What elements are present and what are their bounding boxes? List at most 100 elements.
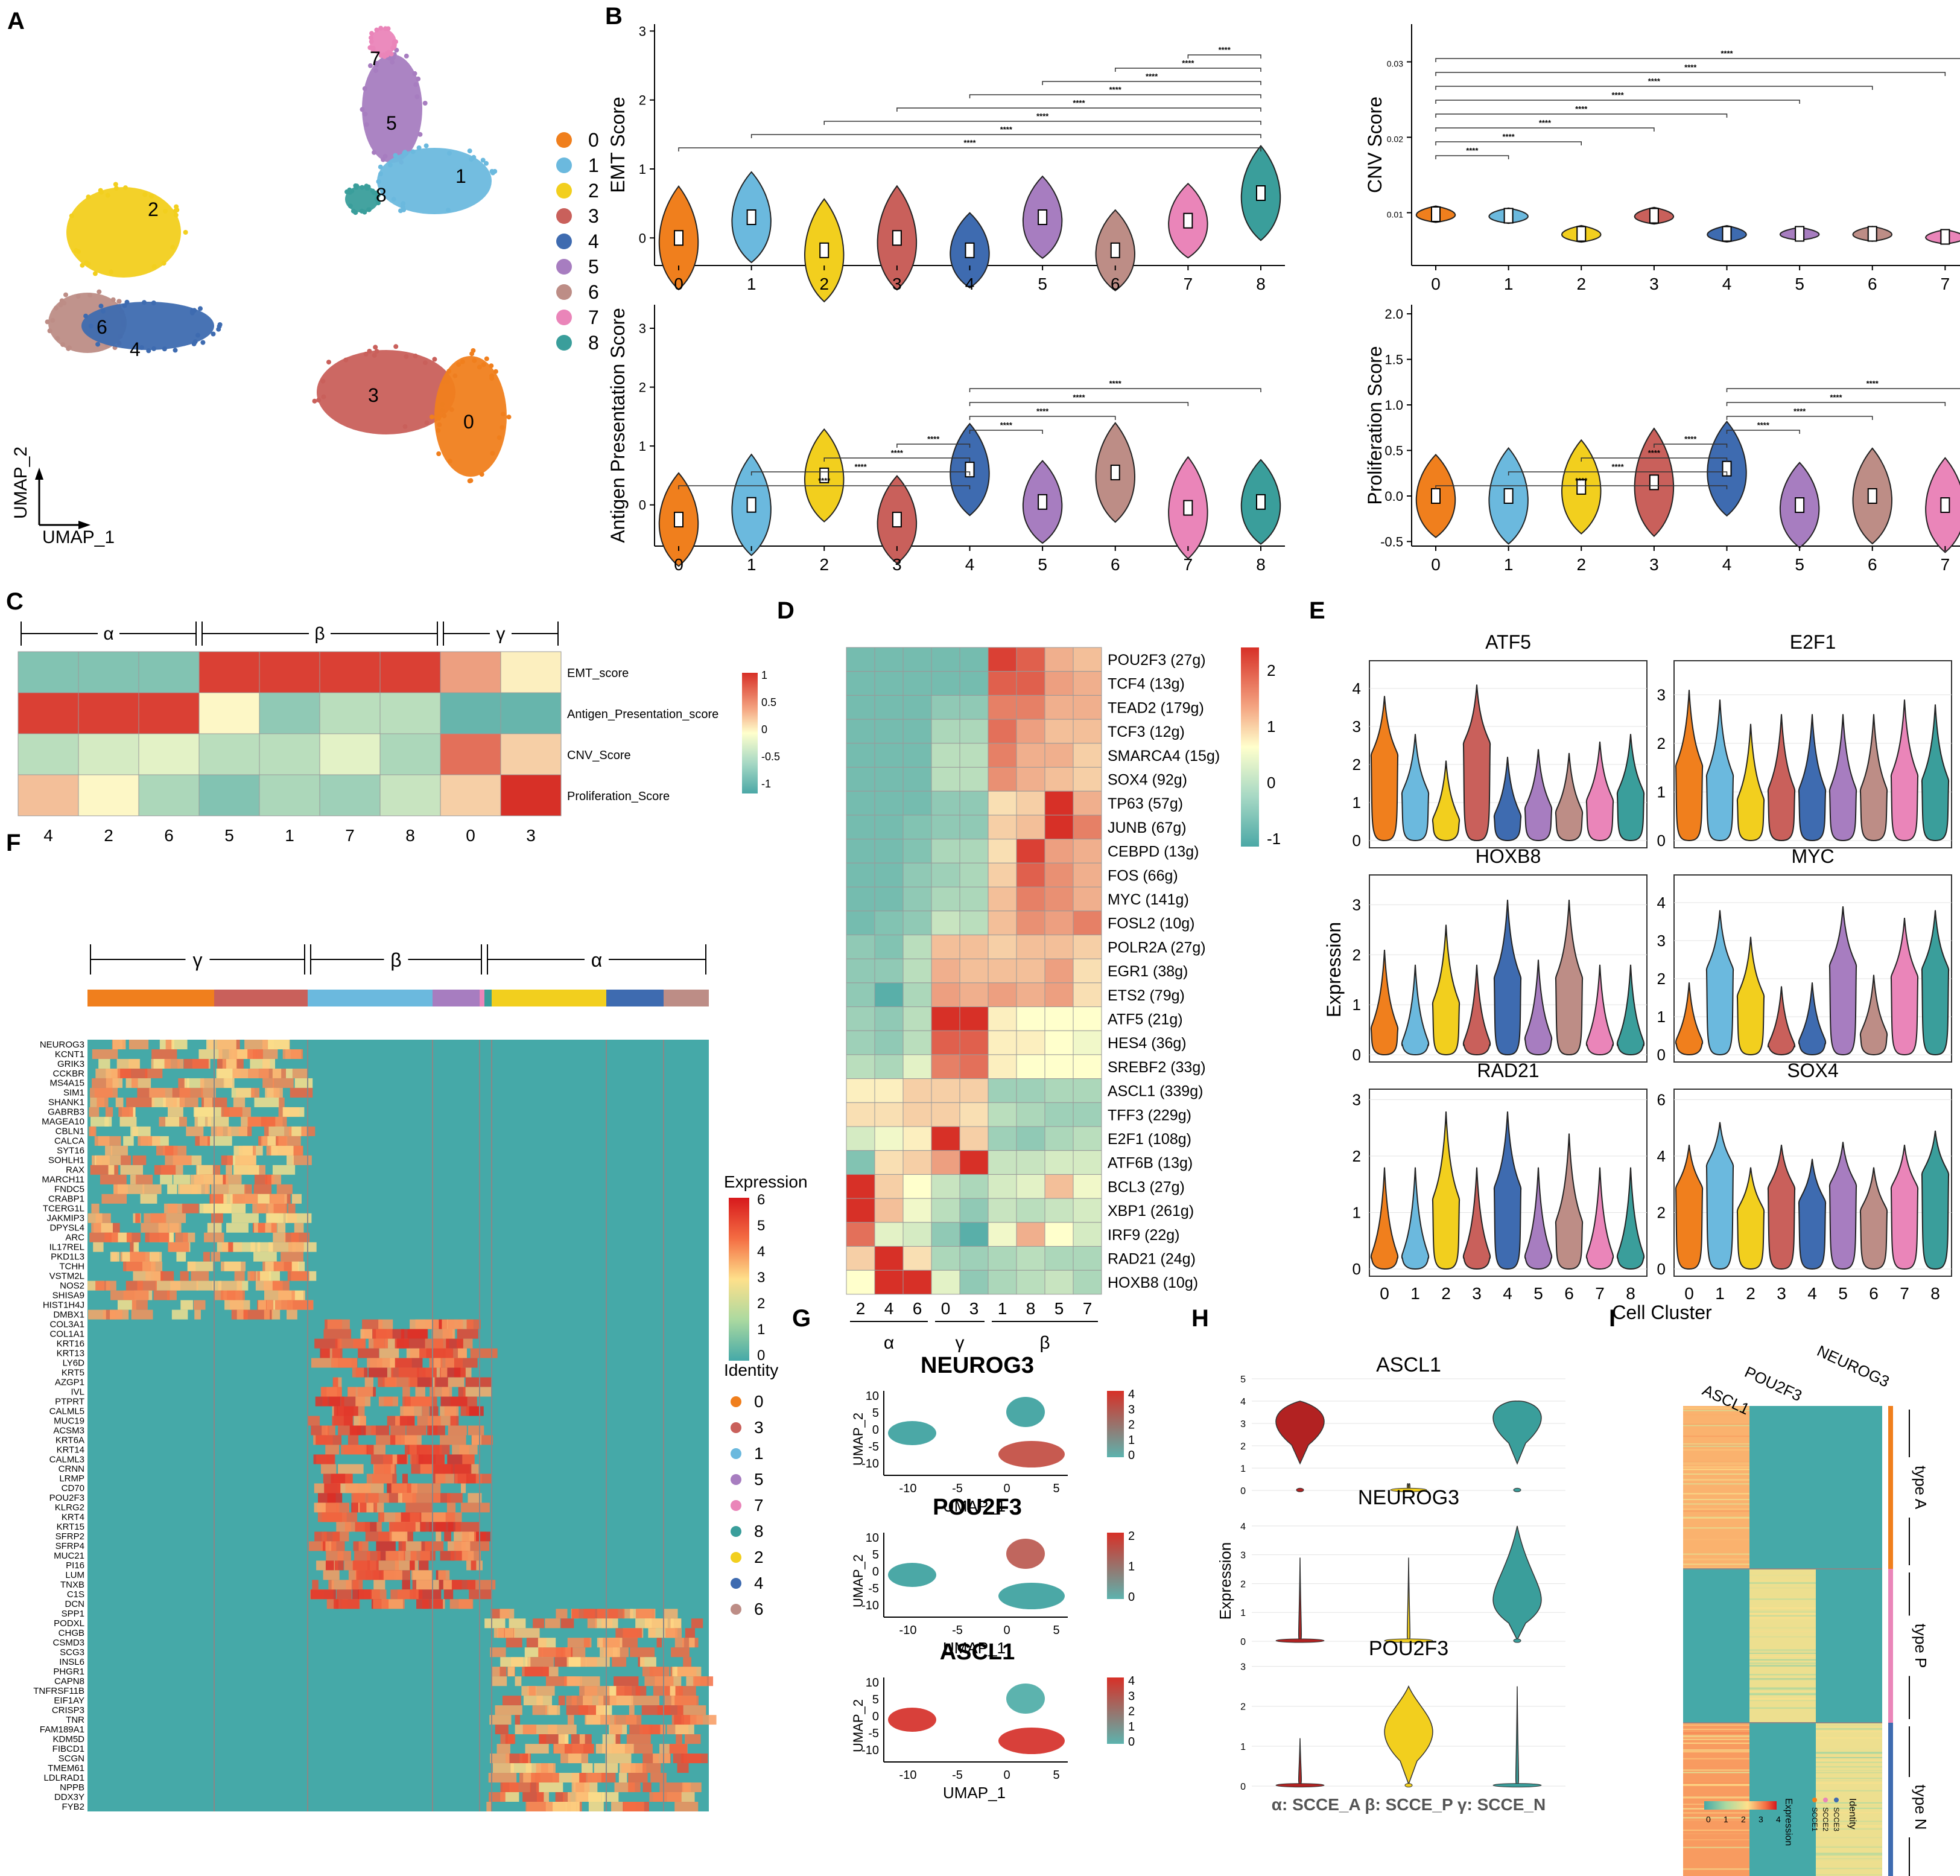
d-cell	[959, 815, 989, 840]
b-y-label: Proliferation Score	[1364, 346, 1386, 504]
b-sig-bracket	[1726, 388, 1960, 392]
umap-point	[124, 299, 130, 305]
f-heat-cell	[265, 1261, 274, 1271]
b-box	[1256, 494, 1266, 510]
f-heat-cell	[496, 1744, 510, 1754]
f-heat-cell	[268, 1126, 285, 1136]
f-heat-cell	[536, 1782, 563, 1793]
f-heat-cell	[142, 1184, 162, 1194]
f-legend-label: 0	[757, 1347, 765, 1364]
d-cell	[902, 1078, 932, 1103]
f-heat-cell	[406, 1425, 427, 1436]
d-cell	[846, 1102, 875, 1127]
b-box	[1867, 488, 1877, 504]
umap-legend-dot	[556, 310, 572, 325]
umap-point	[95, 342, 101, 347]
h-y-tick-label: 0	[1240, 1486, 1246, 1496]
d-cell	[959, 1150, 989, 1175]
f-heat-cell	[602, 1744, 625, 1754]
i-line	[1816, 1837, 1882, 1839]
f-heat-cell	[89, 1232, 118, 1242]
d-row-label: EGR1 (38g)	[1108, 963, 1188, 980]
d-cell	[1044, 1078, 1074, 1103]
b-x-tick-label: 6	[1868, 275, 1877, 293]
f-heat-cell	[674, 1638, 684, 1648]
f-heat-cell	[653, 1754, 670, 1764]
c-legend-label: 0	[761, 723, 767, 736]
g-plot-title: NEUROG3	[921, 1353, 1034, 1378]
f-heat-cell	[332, 1348, 343, 1358]
d-cell	[874, 1198, 904, 1223]
f-heat-cell	[444, 1531, 451, 1542]
c-cell	[259, 774, 320, 816]
umap-point	[146, 348, 151, 354]
umap-point	[479, 472, 484, 477]
d-cell	[846, 647, 875, 672]
f-heat-cell	[272, 1165, 296, 1175]
c-group-label: α	[103, 624, 113, 644]
f-gene-label: LUM	[65, 1570, 84, 1580]
umap-point	[100, 308, 106, 314]
f-heat-cell	[273, 1078, 294, 1088]
d-cell	[874, 743, 904, 768]
f-heat-cell	[133, 1242, 139, 1252]
f-heat-cell	[489, 1792, 506, 1802]
d-cell	[1073, 719, 1102, 744]
g-plot-title: ASCL1	[940, 1639, 1015, 1665]
f-heat-cell	[171, 1040, 188, 1049]
b-sig-mark: ****	[1182, 59, 1194, 68]
f-legend-label: 2	[757, 1296, 765, 1312]
i-line	[1749, 1707, 1816, 1709]
c-group-gap	[309, 623, 331, 644]
panel-label-i: I	[1609, 1305, 1616, 1332]
d-row-label: SMARCA4 (15g)	[1108, 748, 1220, 765]
b-y-tick-label: 1	[639, 162, 646, 177]
h-violin	[1275, 1401, 1325, 1465]
f-heat-cell	[271, 1223, 277, 1233]
umap-point	[151, 346, 156, 351]
f-heat-cell	[182, 1203, 199, 1213]
h-violin	[1492, 1401, 1542, 1465]
d-row-label: FOSL2 (10g)	[1108, 915, 1195, 932]
d-cell	[931, 1054, 960, 1079]
i-line	[1749, 1652, 1816, 1654]
f-heat-cell	[500, 1609, 515, 1619]
umap-point	[67, 345, 72, 351]
f-heat-cell	[264, 1309, 270, 1320]
d-cell	[959, 934, 989, 959]
f-heat-cell	[291, 1126, 302, 1136]
f-heat-cell	[165, 1145, 174, 1156]
umap-point	[471, 348, 476, 353]
f-heat-cell	[446, 1338, 463, 1349]
b-sig-bracket	[1654, 444, 1728, 448]
f-heat-cell	[142, 1261, 156, 1271]
f-heat-cell	[151, 1097, 167, 1107]
i-line	[1749, 1678, 1816, 1680]
f-heat-cell	[438, 1570, 450, 1580]
e-x-tick-label: 0	[1684, 1284, 1694, 1303]
d-cell	[988, 1270, 1017, 1295]
g-blob	[998, 1728, 1065, 1754]
b-sig-mark: ****	[963, 138, 976, 147]
f-heat-cell	[194, 1309, 201, 1320]
b-y-tick-label: 2	[639, 380, 646, 395]
e-violin	[1555, 900, 1584, 1056]
f-heat-cell	[410, 1319, 433, 1329]
f-heat-cell	[416, 1580, 439, 1590]
h-y-tick-label: 1	[1240, 1742, 1246, 1752]
i-line	[1683, 1469, 1749, 1471]
i-line	[1816, 1874, 1882, 1876]
d-cell	[1044, 862, 1074, 888]
umap-cluster-7	[370, 29, 396, 56]
d-cell	[959, 790, 989, 816]
f-gene-label: LY6D	[63, 1358, 85, 1368]
d-cell	[931, 934, 960, 959]
b-box	[674, 512, 683, 528]
e-violin	[1675, 1145, 1704, 1270]
c-cell	[500, 692, 562, 734]
d-cell	[846, 1246, 875, 1271]
f-heat-cell	[355, 1522, 370, 1532]
i-type-bar	[1888, 1723, 1893, 1876]
i-line	[1816, 1807, 1882, 1809]
d-cell	[874, 1102, 904, 1127]
